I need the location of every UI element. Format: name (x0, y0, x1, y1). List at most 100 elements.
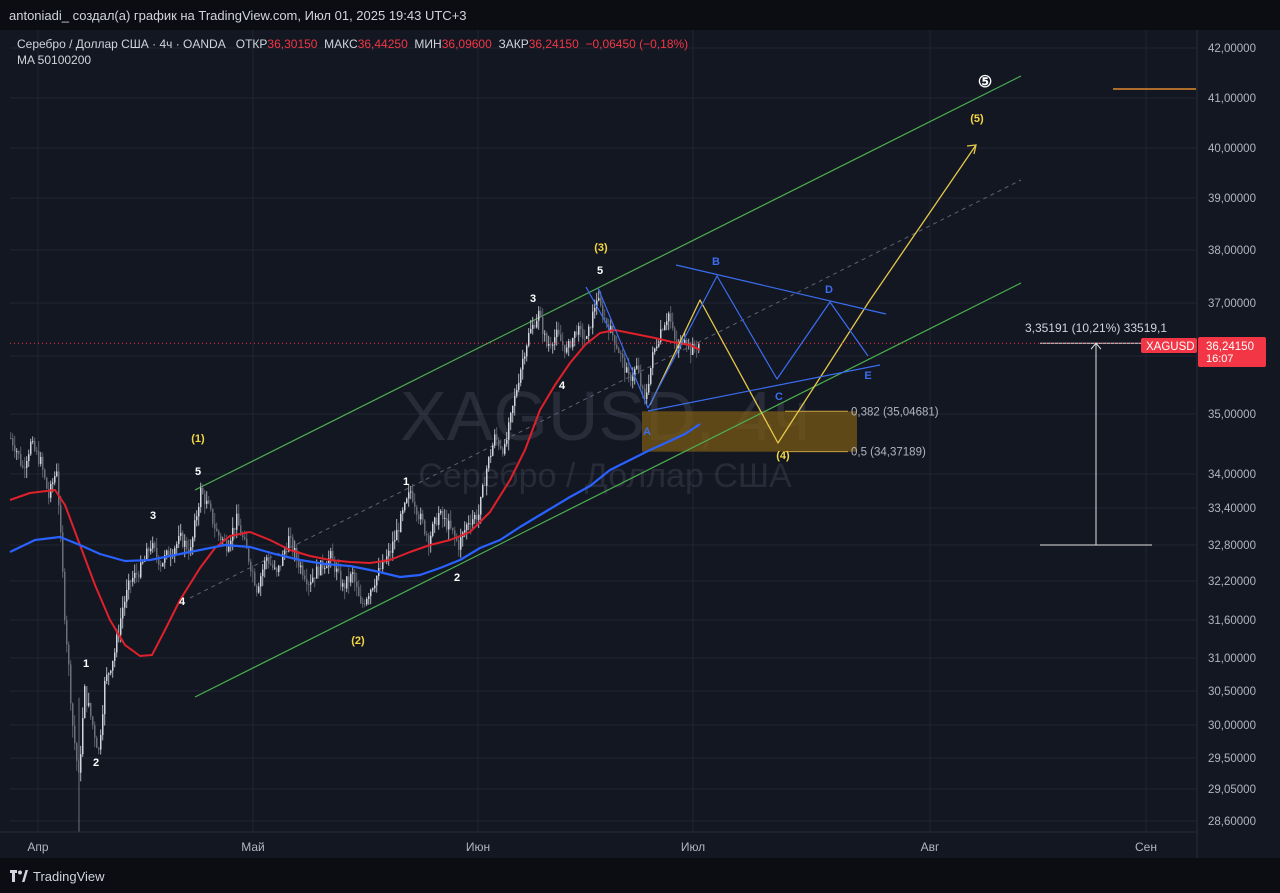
candle-body (392, 541, 394, 553)
attribution-bar: antoniadi_ создал(а) график на TradingVi… (0, 0, 1280, 30)
wave-label: 2 (454, 572, 460, 584)
candle-body (328, 558, 330, 567)
candle-body (376, 576, 378, 586)
candle-body (472, 519, 474, 525)
candle-body (508, 422, 510, 440)
candle-body (554, 337, 556, 345)
candle-body (240, 525, 242, 536)
candle-body (324, 568, 326, 570)
candle-body (644, 388, 646, 400)
candle-body (216, 528, 218, 532)
candle-body (66, 620, 68, 645)
candle-body (420, 513, 422, 520)
candle-body (102, 714, 104, 736)
price-axis-tick-label: 37,00000 (1208, 298, 1256, 310)
candle-body (386, 556, 388, 563)
candle-body (416, 506, 418, 515)
candle-body (524, 356, 526, 359)
candle-body (410, 491, 412, 493)
ohlc-legend: Серебро / Доллар США · 4ч · OANDA ОТКР36… (17, 37, 688, 51)
candle-body (300, 565, 302, 568)
ma-label: MA 50100200 (17, 53, 92, 67)
candle-body (298, 559, 300, 568)
candle-body (98, 747, 100, 750)
candle-body (290, 536, 292, 538)
candle-body (140, 562, 142, 578)
candle-body (684, 340, 686, 344)
candle-body (344, 583, 346, 589)
candle-body (556, 329, 558, 338)
candle-body (512, 405, 514, 414)
candle-body (136, 572, 138, 575)
candle-body (450, 520, 452, 528)
price-tag (1198, 337, 1266, 367)
candle-body (288, 536, 290, 552)
time-axis-label: Май (241, 840, 265, 854)
candle-body (100, 735, 102, 750)
candle-body (124, 601, 126, 608)
candle-body (332, 551, 334, 560)
trend-channel (189, 75, 1022, 698)
candle-body (600, 298, 602, 306)
candle-body (206, 500, 208, 504)
candle-body (646, 392, 648, 400)
candle-body (336, 568, 338, 572)
wave-projection-path (649, 144, 977, 444)
candle-body (244, 537, 246, 539)
candle-body (614, 335, 616, 345)
candle-body (530, 328, 532, 333)
candle-body (234, 527, 236, 530)
candle-body (634, 368, 636, 377)
candle-body (674, 328, 676, 340)
candle-body (692, 343, 694, 355)
price-tag-value: 36,24150 (1206, 341, 1254, 353)
measure-arrowhead (1090, 342, 1102, 350)
candle-body (452, 527, 454, 531)
candle-body (536, 320, 538, 328)
candle-body (616, 344, 618, 349)
candle-body (488, 457, 490, 469)
candle-body (560, 334, 562, 342)
candle-body (308, 584, 310, 586)
candle-body (438, 513, 440, 525)
candle-body (528, 332, 530, 346)
candle-body (656, 346, 658, 349)
candle-body (246, 538, 248, 549)
wave-marker-line (585, 286, 611, 331)
candle-body (606, 318, 608, 325)
candle-body (672, 321, 674, 329)
candle-body (652, 352, 654, 368)
candle-body (364, 603, 366, 605)
candle-body (20, 453, 22, 466)
candle-body (538, 310, 540, 321)
candle-body (526, 345, 528, 357)
candle-body (264, 560, 266, 570)
change-value: −0,06450 (−0,18%) (585, 37, 689, 51)
candle-body (382, 559, 384, 569)
price-tag-countdown: 16:07 (1206, 353, 1234, 365)
time-axis-label: Авг (921, 840, 940, 854)
candle-body (114, 652, 116, 661)
candle-body (314, 577, 316, 579)
candle-body (228, 546, 230, 552)
candle-body (204, 493, 206, 504)
candle-body (214, 523, 216, 529)
candle-body (192, 537, 194, 548)
candle-body (576, 331, 578, 335)
candle-body (148, 548, 150, 552)
candle-body (520, 369, 522, 383)
price-axis-tick-label: 32,80000 (1208, 540, 1256, 552)
candle-body (676, 339, 678, 352)
candle-body (94, 725, 96, 738)
candle-body (460, 537, 462, 550)
close-value: 36,24150 (528, 37, 579, 51)
candle-body (630, 374, 632, 381)
candle-body (496, 434, 498, 440)
candle-body (470, 523, 472, 525)
candle-body (56, 471, 58, 477)
candle-body (68, 644, 70, 665)
candle-body (278, 565, 280, 572)
candle-body (550, 344, 552, 346)
candle-body (594, 307, 596, 312)
